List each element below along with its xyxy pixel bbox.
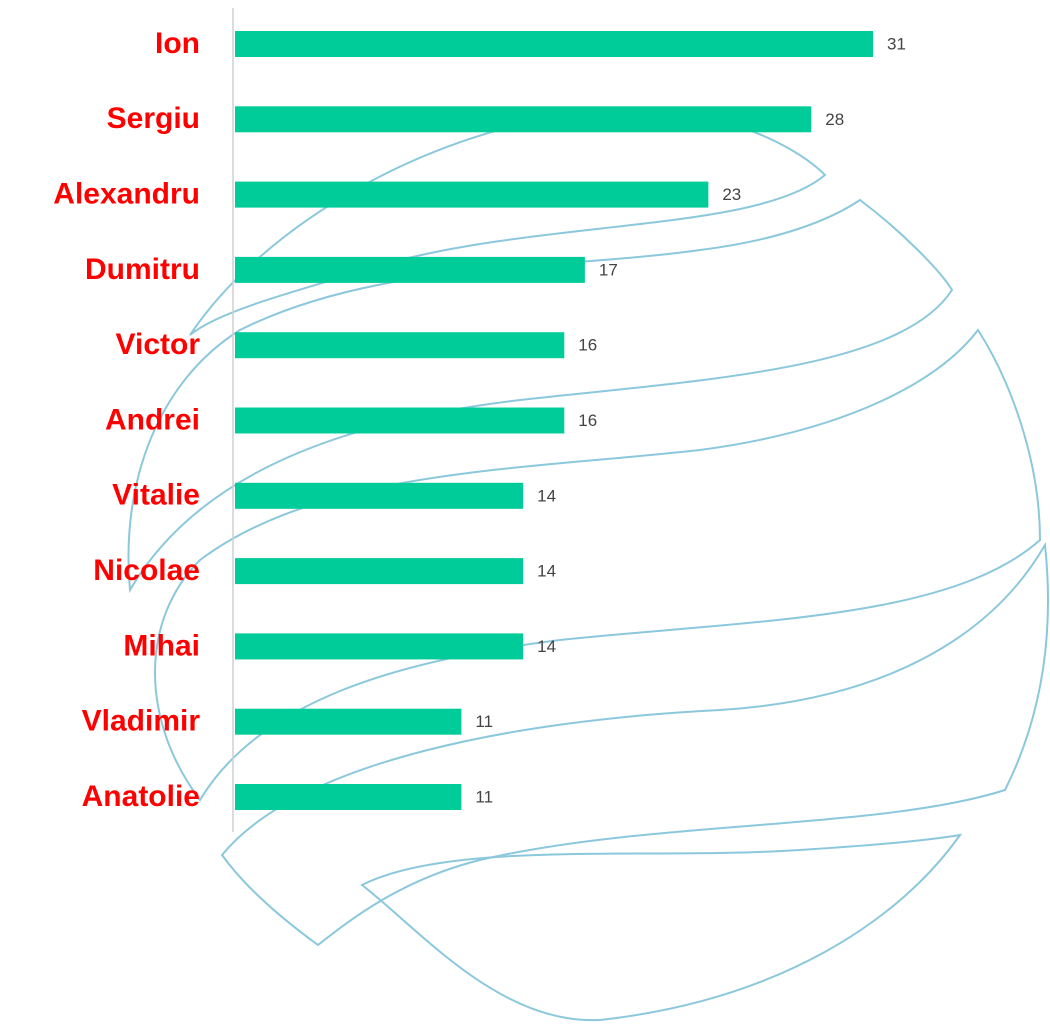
value-label: 11 bbox=[475, 787, 493, 806]
bar bbox=[235, 482, 524, 509]
category-label: Vladimir bbox=[82, 705, 201, 738]
value-label: 23 bbox=[722, 185, 741, 204]
category-label: Ion bbox=[155, 27, 200, 60]
value-label: 31 bbox=[887, 34, 906, 53]
globe-swirl bbox=[154, 328, 1042, 802]
category-label: Nicolae bbox=[93, 554, 200, 587]
value-label: 17 bbox=[599, 260, 618, 279]
bar bbox=[235, 558, 524, 585]
category-label: Alexandru bbox=[53, 178, 200, 211]
value-label: 28 bbox=[825, 110, 844, 129]
bar bbox=[235, 784, 462, 810]
bar bbox=[235, 633, 524, 660]
category-label: Andrei bbox=[105, 403, 200, 436]
bar bbox=[235, 256, 585, 283]
bar bbox=[235, 332, 565, 359]
bar bbox=[235, 181, 709, 208]
globe-swirl bbox=[220, 541, 1050, 947]
value-label: 14 bbox=[537, 562, 556, 581]
category-label: Sergiu bbox=[107, 102, 200, 135]
bar bbox=[235, 106, 812, 133]
bar bbox=[235, 708, 462, 735]
category-label: Mihai bbox=[123, 629, 200, 662]
globe-swirl bbox=[189, 107, 827, 336]
category-label: Dumitru bbox=[85, 253, 200, 286]
category-label: Anatolie bbox=[82, 780, 200, 813]
value-label: 16 bbox=[578, 336, 597, 355]
category-label: Vitalie bbox=[112, 479, 200, 512]
bar bbox=[235, 31, 873, 57]
value-label: 11 bbox=[475, 712, 493, 731]
category-label: Victor bbox=[116, 328, 201, 361]
value-label: 16 bbox=[578, 411, 597, 430]
value-label: 14 bbox=[537, 486, 556, 505]
bar bbox=[235, 407, 565, 434]
value-label: 14 bbox=[537, 637, 556, 656]
globe-swirl bbox=[360, 833, 963, 1022]
